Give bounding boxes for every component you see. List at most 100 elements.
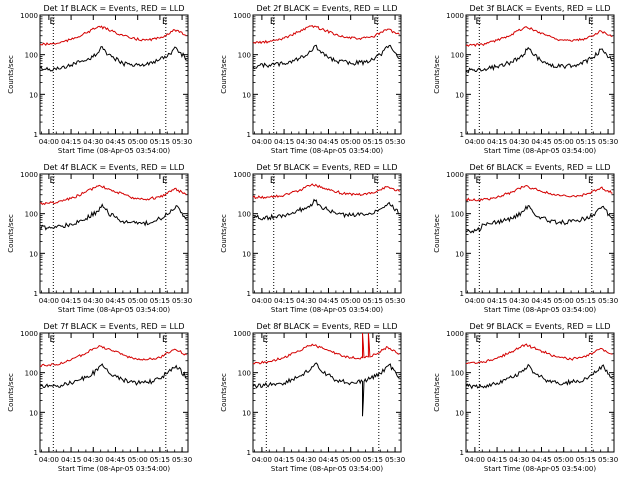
x-tick-label: 05:00	[128, 456, 148, 464]
plot-frame	[252, 332, 402, 453]
y-tick-label: 10	[242, 91, 251, 99]
x-tick-label: 05:30	[385, 138, 405, 146]
x-tick-label: 05:30	[598, 138, 618, 146]
y-tick-label: 10	[29, 409, 38, 417]
x-tick-label: 05:30	[385, 456, 405, 464]
x-tick-label: 04:15	[487, 138, 507, 146]
x-tick-label: 04:00	[252, 297, 272, 305]
y-tick-label: 10	[242, 250, 251, 258]
x-tick-label: 04:15	[61, 456, 81, 464]
series-lld-line	[465, 26, 613, 48]
x-tick-label: 05:30	[598, 297, 618, 305]
plot-frame	[465, 332, 615, 453]
plot-frame	[39, 332, 189, 453]
x-tick-label: 04:45	[531, 456, 551, 464]
x-tick-label: 05:15	[363, 297, 383, 305]
y-tick-label: 1	[247, 449, 251, 457]
event-marker-label: E	[475, 176, 481, 186]
y-tick-label: 100	[451, 211, 464, 219]
event-marker-label: E	[49, 335, 55, 345]
series-events-line	[39, 203, 187, 231]
x-tick-label: 04:00	[39, 138, 59, 146]
x-tick-label: 05:15	[576, 297, 596, 305]
x-tick-label: 04:00	[465, 138, 485, 146]
event-marker-label: E	[373, 176, 379, 186]
chart-title: Det 1f BLACK = Events, RED = LLD	[43, 4, 184, 13]
y-axis-label: Counts/sec	[220, 373, 228, 412]
x-tick-label: 04:45	[105, 456, 125, 464]
series-events-line	[252, 44, 400, 70]
chart-panel-2: Det 2f BLACK = Events, RED = LLD 1 10 100 10…	[220, 4, 405, 155]
plot-frame	[39, 173, 189, 294]
x-axis-label: Start Time (08-Apr-05 03:54:00)	[271, 465, 383, 473]
plot-frame	[465, 14, 615, 135]
x-tick-label: 05:15	[150, 297, 170, 305]
series-lld-line	[466, 343, 613, 365]
series-lld-line	[252, 332, 400, 365]
y-tick-label: 1000	[20, 330, 38, 338]
x-axis-label: Start Time (08-Apr-05 03:54:00)	[271, 306, 383, 314]
x-tick-label: 04:30	[296, 456, 316, 464]
y-axis-label: Counts/sec	[433, 214, 441, 253]
y-tick-label: 1	[460, 290, 464, 298]
x-tick-label: 05:15	[150, 456, 170, 464]
x-tick-label: 04:45	[105, 138, 125, 146]
y-tick-label: 10	[455, 409, 464, 417]
x-tick-label: 04:45	[105, 297, 125, 305]
plot-frame	[465, 173, 615, 294]
x-tick-label: 04:15	[274, 138, 294, 146]
series-lld-line	[252, 183, 400, 200]
x-axis-label: Start Time (08-Apr-05 03:54:00)	[484, 306, 596, 314]
chart-panel-6: Det 6f BLACK = Events, RED = LLD 1 10 100 10…	[433, 163, 618, 314]
event-marker-label: E	[270, 17, 276, 27]
chart-panel-9: Det 9f BLACK = Events, RED = LLD 1 10 100 10…	[433, 322, 618, 473]
series-lld-line	[252, 24, 400, 45]
x-tick-label: 04:30	[296, 138, 316, 146]
x-tick-label: 05:00	[341, 138, 361, 146]
y-tick-label: 10	[29, 91, 38, 99]
x-tick-label: 05:30	[598, 456, 618, 464]
y-tick-label: 1000	[233, 171, 251, 179]
x-tick-label: 04:15	[487, 456, 507, 464]
y-tick-label: 1000	[233, 12, 251, 20]
chart-panel-7: Det 7f BLACK = Events, RED = LLD 1 10 100 10…	[7, 322, 192, 473]
series-events-line	[39, 363, 187, 389]
y-tick-label: 10	[455, 91, 464, 99]
series-lld-line	[465, 184, 613, 202]
y-tick-label: 100	[238, 211, 251, 219]
y-axis-label: Counts/sec	[220, 55, 228, 94]
event-marker-label: E	[270, 176, 276, 186]
event-marker-label: E	[49, 17, 55, 27]
x-tick-label: 05:15	[363, 456, 383, 464]
y-tick-label: 1	[34, 131, 38, 139]
series-lld-line	[39, 25, 187, 47]
x-tick-label: 04:30	[509, 297, 529, 305]
x-tick-label: 05:30	[172, 297, 192, 305]
x-tick-label: 04:15	[487, 297, 507, 305]
y-axis-label: Counts/sec	[7, 214, 15, 253]
chart-panel-1: Det 1f BLACK = Events, RED = LLD 1 10 100 10…	[7, 4, 192, 155]
y-tick-label: 1	[460, 131, 464, 139]
x-axis-label: Start Time (08-Apr-05 03:54:00)	[58, 306, 170, 314]
chart-title: Det 2f BLACK = Events, RED = LLD	[256, 4, 397, 13]
series-events-line	[252, 362, 400, 417]
x-tick-label: 05:15	[150, 138, 170, 146]
event-marker-label: E	[49, 176, 55, 186]
x-tick-label: 04:00	[465, 456, 485, 464]
y-tick-label: 1	[34, 449, 38, 457]
y-tick-label: 1000	[233, 330, 251, 338]
x-tick-label: 04:15	[61, 297, 81, 305]
x-tick-label: 05:15	[576, 138, 596, 146]
y-tick-label: 100	[451, 52, 464, 60]
event-marker-label: E	[588, 176, 594, 186]
chart-title: Det 5f BLACK = Events, RED = LLD	[256, 163, 397, 172]
event-marker-label: E	[162, 335, 168, 345]
event-marker-label: E	[162, 17, 168, 27]
x-tick-label: 04:30	[509, 456, 529, 464]
y-tick-label: 1000	[446, 12, 464, 20]
x-tick-label: 04:45	[531, 297, 551, 305]
chart-title: Det 7f BLACK = Events, RED = LLD	[43, 322, 184, 331]
x-tick-label: 04:15	[61, 138, 81, 146]
plot-frame	[252, 14, 402, 135]
